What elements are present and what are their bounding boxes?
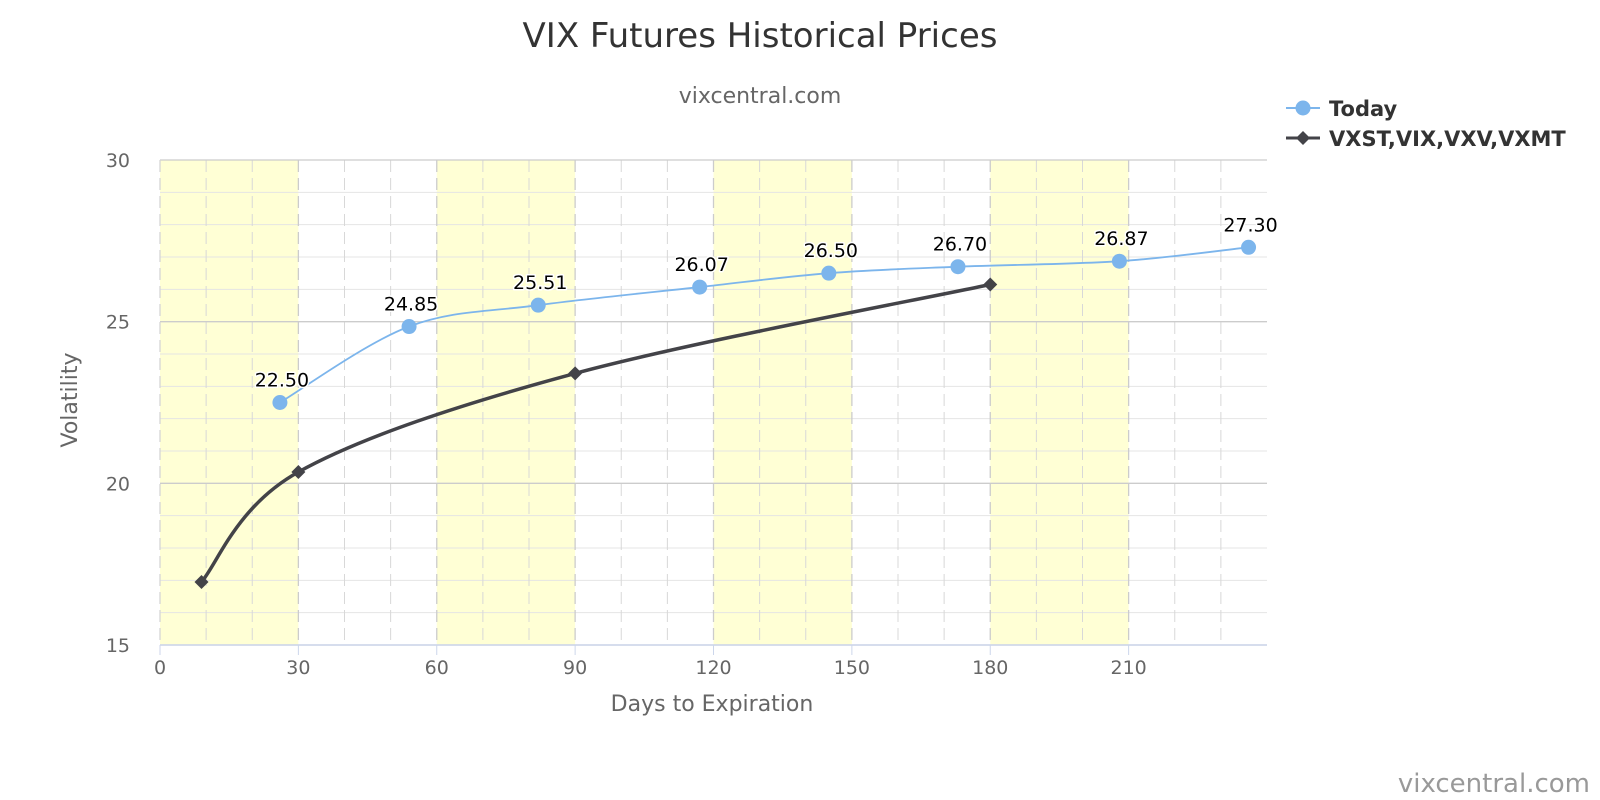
x-axis-title: Days to Expiration xyxy=(611,692,814,717)
x-tick-label: 60 xyxy=(425,657,449,679)
x-tick-label: 0 xyxy=(154,657,166,679)
y-tick-label: 30 xyxy=(106,150,130,172)
x-tick-label: 210 xyxy=(1110,657,1146,679)
x-tick-label: 120 xyxy=(695,657,731,679)
vxst-point[interactable] xyxy=(194,574,209,589)
plot-band-1 xyxy=(436,160,576,645)
x-tick-label: 30 xyxy=(286,657,310,679)
y-tick-label: 15 xyxy=(106,635,130,657)
chart-title: VIX Futures Historical Prices xyxy=(523,16,998,56)
legend-today-label: Today xyxy=(1329,97,1398,121)
legend-item-vxst[interactable]: VXST,VIX,VXV,VXMT xyxy=(1286,127,1566,151)
chart-credit[interactable]: vixcentral.com xyxy=(1398,769,1590,799)
today-point[interactable] xyxy=(530,297,546,313)
series-line-vxst-vix-vxv-vxmt xyxy=(200,282,991,584)
today-point[interactable] xyxy=(1111,253,1127,269)
plot-band-2 xyxy=(713,160,852,645)
plot-band-3 xyxy=(990,160,1129,645)
series-lines xyxy=(200,246,1249,584)
legend-vxst-label: VXST,VIX,VXV,VXMT xyxy=(1329,127,1566,151)
today-data-label: 25.51 xyxy=(513,272,567,294)
x-tick-label: 90 xyxy=(563,657,587,679)
data-labels: 22.50 24.85 25.51 26.07 26.50 26.70 26.87 27.30 xyxy=(253,213,1279,393)
today-data-label: 26.70 xyxy=(933,234,987,256)
today-data-label: 24.85 xyxy=(384,294,438,316)
today-data-label: 26.50 xyxy=(804,240,858,262)
today-point[interactable] xyxy=(692,279,708,295)
vxst-point[interactable] xyxy=(983,277,998,292)
y-tick-label: 25 xyxy=(106,312,130,334)
vxst-point[interactable] xyxy=(291,465,306,480)
today-data-label: 27.30 xyxy=(1223,214,1277,236)
today-data-label: 26.87 xyxy=(1094,228,1148,250)
y-axis-title: Volatility xyxy=(58,352,83,447)
legend-vxst-marker xyxy=(1296,131,1310,145)
today-point[interactable] xyxy=(272,395,288,410)
axes: 15 20 25 30 0 30 60 90 120 150 180 210 xyxy=(106,150,1267,679)
today-point[interactable] xyxy=(950,259,966,275)
x-tick-label: 180 xyxy=(972,657,1008,679)
x-tick-label: 150 xyxy=(834,657,870,679)
today-point[interactable] xyxy=(1241,239,1257,255)
legend[interactable]: Today VXST,VIX,VXV,VXMT xyxy=(1286,97,1566,151)
legend-today-marker xyxy=(1295,100,1311,116)
today-data-label: 26.07 xyxy=(674,254,728,276)
series-markers[interactable] xyxy=(194,239,1257,589)
y-tick-label: 20 xyxy=(106,473,130,495)
plot-bands xyxy=(160,160,1129,645)
today-data-label: 22.50 xyxy=(255,370,309,392)
series-line-today xyxy=(279,246,1249,404)
today-point[interactable] xyxy=(401,319,417,335)
chart-subtitle: vixcentral.com xyxy=(679,84,842,109)
today-point[interactable] xyxy=(821,265,837,281)
vxst-point[interactable] xyxy=(568,366,583,381)
legend-item-today[interactable]: Today xyxy=(1286,97,1398,121)
